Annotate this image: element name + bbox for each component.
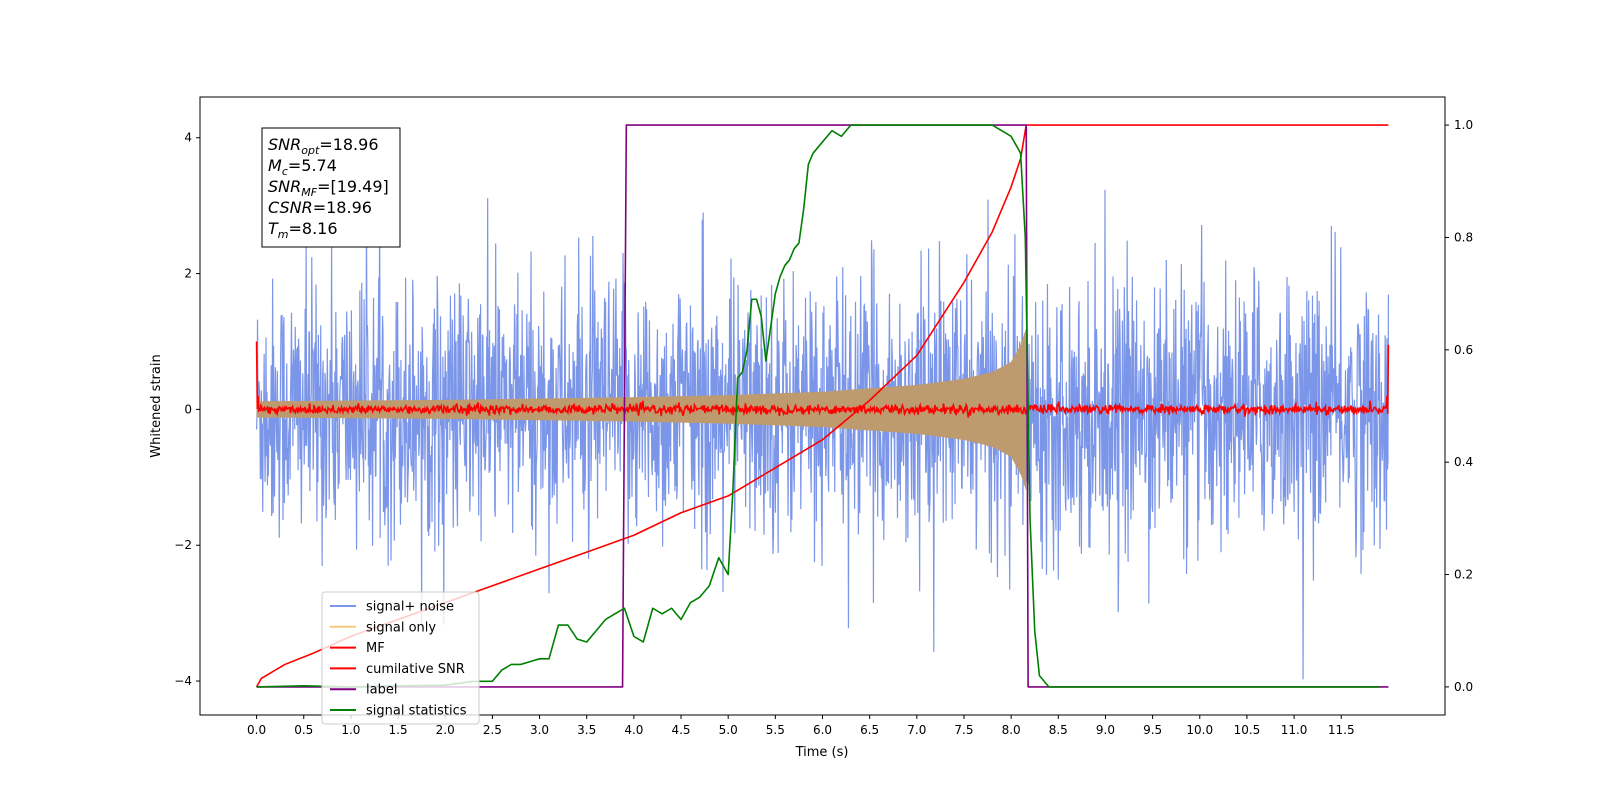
x-tick-label: 0.5 bbox=[294, 723, 313, 737]
x-tick-label: 2.0 bbox=[436, 723, 455, 737]
legend-label: cumilative SNR bbox=[366, 662, 465, 677]
y-tick-label: 2 bbox=[184, 267, 192, 281]
legend-label: MF bbox=[366, 641, 385, 656]
x-tick-label: 6.0 bbox=[813, 723, 832, 737]
y2-tick-label: 0.2 bbox=[1454, 568, 1473, 582]
y2-tick-label: 1.0 bbox=[1454, 118, 1473, 132]
x-tick-label: 3.0 bbox=[530, 723, 549, 737]
series-mf bbox=[255, 341, 1390, 418]
series-signal-statistics bbox=[256, 124, 1379, 688]
x-tick-label: 10.0 bbox=[1186, 723, 1213, 737]
x-tick-label: 2.5 bbox=[483, 723, 502, 737]
legend-label: signal only bbox=[366, 620, 436, 635]
y2-tick-label: 0.0 bbox=[1454, 680, 1473, 694]
y2-tick-label: 0.4 bbox=[1454, 455, 1473, 469]
x-tick-label: 0.0 bbox=[247, 723, 266, 737]
y-axis-left: −4 −2 0 2 4 bbox=[174, 131, 200, 688]
x-tick-label: 4.0 bbox=[624, 723, 643, 737]
x-axis: 0.0 0.5 1.0 1.5 2.0 2.5 3.0 3.5 4.0 4.5 5.0 5.5 6.0 6… bbox=[247, 715, 1355, 737]
legend-items: signal+ noise signal only MF cumilative SNR… bbox=[330, 600, 467, 719]
legend-label: signal statistics bbox=[366, 704, 467, 719]
x-tick-label: 11.5 bbox=[1328, 723, 1355, 737]
annotation-line: SNRopt=18.96 bbox=[268, 135, 379, 157]
y-tick-label: 4 bbox=[184, 131, 192, 145]
x-tick-label: 10.5 bbox=[1234, 723, 1261, 737]
x-tick-label: 11.0 bbox=[1281, 723, 1308, 737]
y-axis-label: Whitened strain bbox=[149, 354, 164, 457]
legend-label: signal+ noise bbox=[366, 600, 454, 615]
x-tick-label: 7.0 bbox=[907, 723, 926, 737]
annotation-line: Tm=8.16 bbox=[268, 219, 338, 241]
annotation-line: CSNR=18.96 bbox=[268, 198, 372, 217]
legend-label: label bbox=[366, 683, 397, 698]
x-tick-label: 9.5 bbox=[1143, 723, 1162, 737]
snr-annotation-box: SNRopt=18.96Mc=5.74SNRMF=[19.49]CSNR=18.… bbox=[261, 127, 401, 248]
y2-tick-label: 0.6 bbox=[1454, 343, 1473, 357]
y-tick-label: −4 bbox=[174, 674, 192, 688]
x-tick-label: 5.0 bbox=[719, 723, 738, 737]
y-tick-label: −2 bbox=[174, 538, 192, 552]
x-tick-label: 1.0 bbox=[341, 723, 360, 737]
x-tick-label: 5.5 bbox=[766, 723, 785, 737]
y2-tick-label: 0.8 bbox=[1454, 230, 1473, 244]
x-tick-label: 3.5 bbox=[577, 723, 596, 737]
legend: signal+ noise signal only MF cumilative SNR… bbox=[321, 591, 480, 725]
x-tick-label: 1.5 bbox=[389, 723, 408, 737]
x-tick-label: 6.5 bbox=[860, 723, 879, 737]
annotation-line: Mc=5.74 bbox=[268, 156, 337, 178]
x-tick-label: 4.5 bbox=[671, 723, 690, 737]
annotation-line: SNRMF=[19.49] bbox=[268, 177, 389, 199]
annotation-lines: SNRopt=18.96Mc=5.74SNRMF=[19.49]CSNR=18.… bbox=[268, 135, 389, 241]
y-tick-label: 0 bbox=[184, 402, 192, 416]
x-tick-label: 7.5 bbox=[954, 723, 973, 737]
x-tick-label: 8.0 bbox=[1002, 723, 1021, 737]
x-tick-label: 8.5 bbox=[1049, 723, 1068, 737]
x-axis-label: Time (s) bbox=[795, 745, 849, 760]
x-tick-label: 9.0 bbox=[1096, 723, 1115, 737]
y-axis-right: 0.0 0.2 0.4 0.6 0.8 1.0 bbox=[1445, 118, 1473, 694]
